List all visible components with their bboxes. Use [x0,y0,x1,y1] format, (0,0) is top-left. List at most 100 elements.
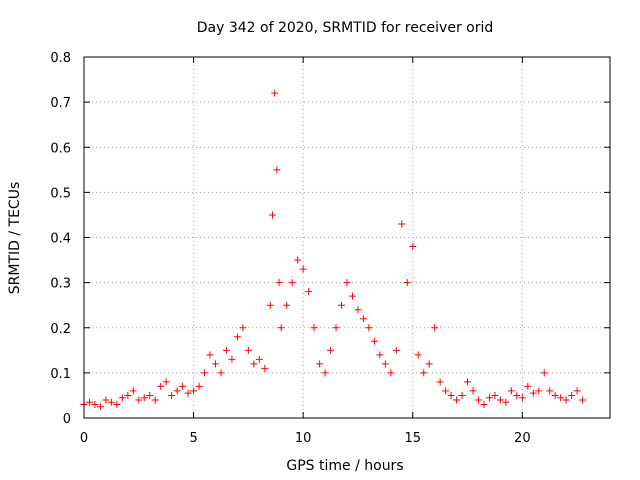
data-point [381,360,389,368]
data-point [557,394,565,402]
data-point [442,387,450,395]
data-point [118,394,126,402]
y-tick-label: 0.8 [50,51,71,66]
data-point [261,364,269,372]
data-point [162,378,170,386]
data-point [387,369,395,377]
data-point [513,391,521,399]
data-point [420,369,428,377]
data-point [491,391,499,399]
data-point [354,306,362,314]
data-point [425,360,433,368]
data-point [518,394,526,402]
data-point [157,382,165,390]
series-srmtid [80,89,587,411]
data-point [91,400,99,408]
y-tick-label: 0.2 [50,322,71,337]
y-tick-label: 0.6 [50,141,71,156]
data-point [195,382,203,390]
data-point [398,220,406,228]
data-point [217,369,225,377]
y-axis-label: SRMTID / TECUs [7,182,23,295]
y-tick-label: 0.4 [50,232,71,247]
data-point [540,369,548,377]
data-point [239,324,247,332]
data-point [579,396,587,404]
data-point [294,256,302,264]
data-point [359,315,367,323]
data-point [228,355,236,363]
x-tick-label: 5 [189,431,197,446]
data-point [535,387,543,395]
data-point [206,351,214,359]
data-point [273,166,281,174]
data-point [370,337,378,345]
data-point [332,324,340,332]
data-point [305,288,313,296]
x-tick-label: 0 [80,431,88,446]
data-point [409,243,417,251]
data-point [321,369,329,377]
data-point [233,333,241,341]
data-point [146,391,154,399]
data-point [403,279,411,287]
data-point [277,324,285,332]
data-point [299,265,307,273]
data-point [190,387,198,395]
data-point [271,89,279,97]
data-point [496,396,504,404]
data-point [464,378,472,386]
data-point [348,292,356,300]
data-point [431,324,439,332]
data-point [184,389,192,397]
data-point [222,346,230,354]
data-point [469,387,477,395]
data-point [327,346,335,354]
data-point [458,391,466,399]
data-point [201,369,209,377]
y-tick-label: 0.1 [50,367,71,382]
data-point [546,387,554,395]
data-point [140,394,148,402]
data-point [129,387,137,395]
data-point [524,382,532,390]
data-point [151,396,159,404]
data-point [102,396,110,404]
data-point [179,382,187,390]
data-point [124,391,132,399]
grid [84,57,610,418]
data-point [475,396,482,404]
data-point [573,387,581,395]
tick-labels: 0 0.1 0.2 0.3 0.4 0.5 0.6 0.7 0.8 0 5 10 15 20 [50,51,530,446]
x-tick-label: 10 [295,431,312,446]
data-point [507,387,515,395]
data-point [173,387,181,395]
data-point [316,360,324,368]
data-point [338,301,346,309]
data-point [453,396,461,404]
data-point [529,389,537,397]
data-point [168,391,176,399]
data-point [447,391,455,399]
data-point [485,394,493,402]
data-point [436,378,444,386]
data-point [255,355,263,363]
data-point [480,400,488,408]
plot-frame [83,56,611,419]
y-tick-label: 0.7 [50,96,71,111]
data-point [551,391,559,399]
data-point [365,324,373,332]
data-point [288,279,296,287]
data-point [244,346,252,354]
data-point [568,391,576,399]
data-point [414,351,422,359]
data-point [376,351,384,359]
y-tick-label: 0.3 [50,277,71,292]
data-point [268,211,276,219]
data-point [283,301,291,309]
data-point [392,346,400,354]
data-point [96,403,104,411]
data-point [266,301,274,309]
x-tick-label: 20 [514,431,531,446]
